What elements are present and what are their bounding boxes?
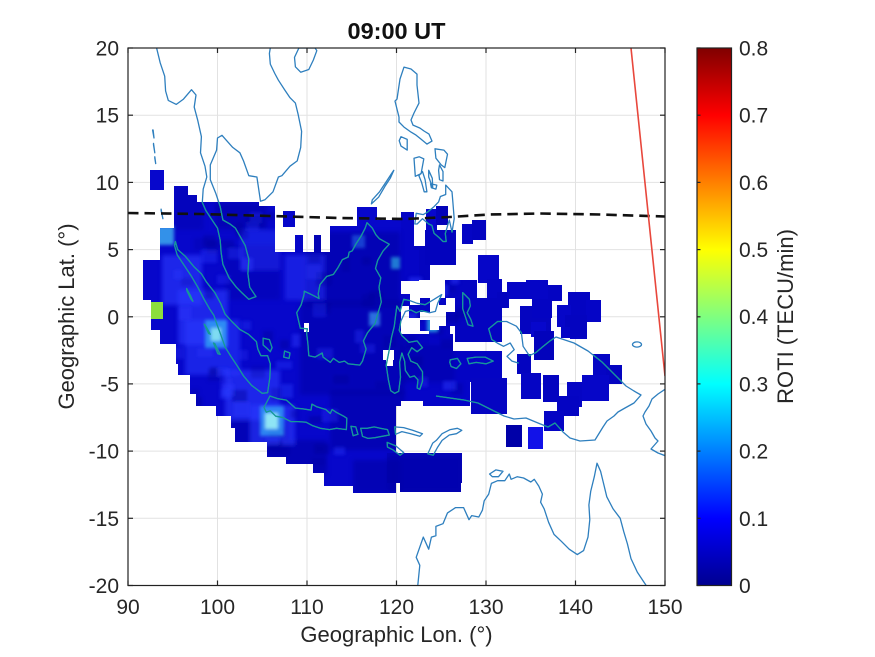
svg-text:15: 15 — [96, 105, 119, 128]
svg-text:0.5: 0.5 — [739, 239, 768, 262]
svg-text:ROTI (TECU/min): ROTI (TECU/min) — [773, 229, 798, 404]
svg-text:0.3: 0.3 — [739, 373, 768, 396]
svg-text:0: 0 — [107, 306, 119, 329]
svg-text:0: 0 — [739, 575, 751, 598]
svg-text:0.8: 0.8 — [739, 38, 768, 61]
svg-text:140: 140 — [558, 596, 593, 619]
svg-text:20: 20 — [96, 38, 119, 61]
svg-text:Geographic Lat. (°): Geographic Lat. (°) — [54, 223, 79, 409]
svg-text:0.4: 0.4 — [739, 306, 769, 329]
svg-text:-15: -15 — [89, 508, 119, 531]
svg-text:-20: -20 — [89, 575, 119, 598]
svg-text:5: 5 — [107, 239, 119, 262]
svg-text:-10: -10 — [89, 441, 119, 464]
svg-text:09:00 UT: 09:00 UT — [348, 18, 447, 44]
svg-text:100: 100 — [200, 596, 235, 619]
svg-text:-5: -5 — [100, 373, 119, 396]
svg-text:0.2: 0.2 — [739, 441, 768, 464]
svg-text:90: 90 — [116, 596, 139, 619]
svg-text:Geographic Lon. (°): Geographic Lon. (°) — [300, 622, 492, 647]
svg-text:130: 130 — [468, 596, 503, 619]
svg-text:120: 120 — [379, 596, 414, 619]
svg-text:0.6: 0.6 — [739, 172, 768, 195]
svg-text:10: 10 — [96, 172, 119, 195]
svg-text:110: 110 — [290, 596, 323, 619]
svg-text:0.1: 0.1 — [739, 508, 768, 531]
svg-text:150: 150 — [647, 596, 682, 619]
svg-text:0.7: 0.7 — [739, 105, 768, 128]
